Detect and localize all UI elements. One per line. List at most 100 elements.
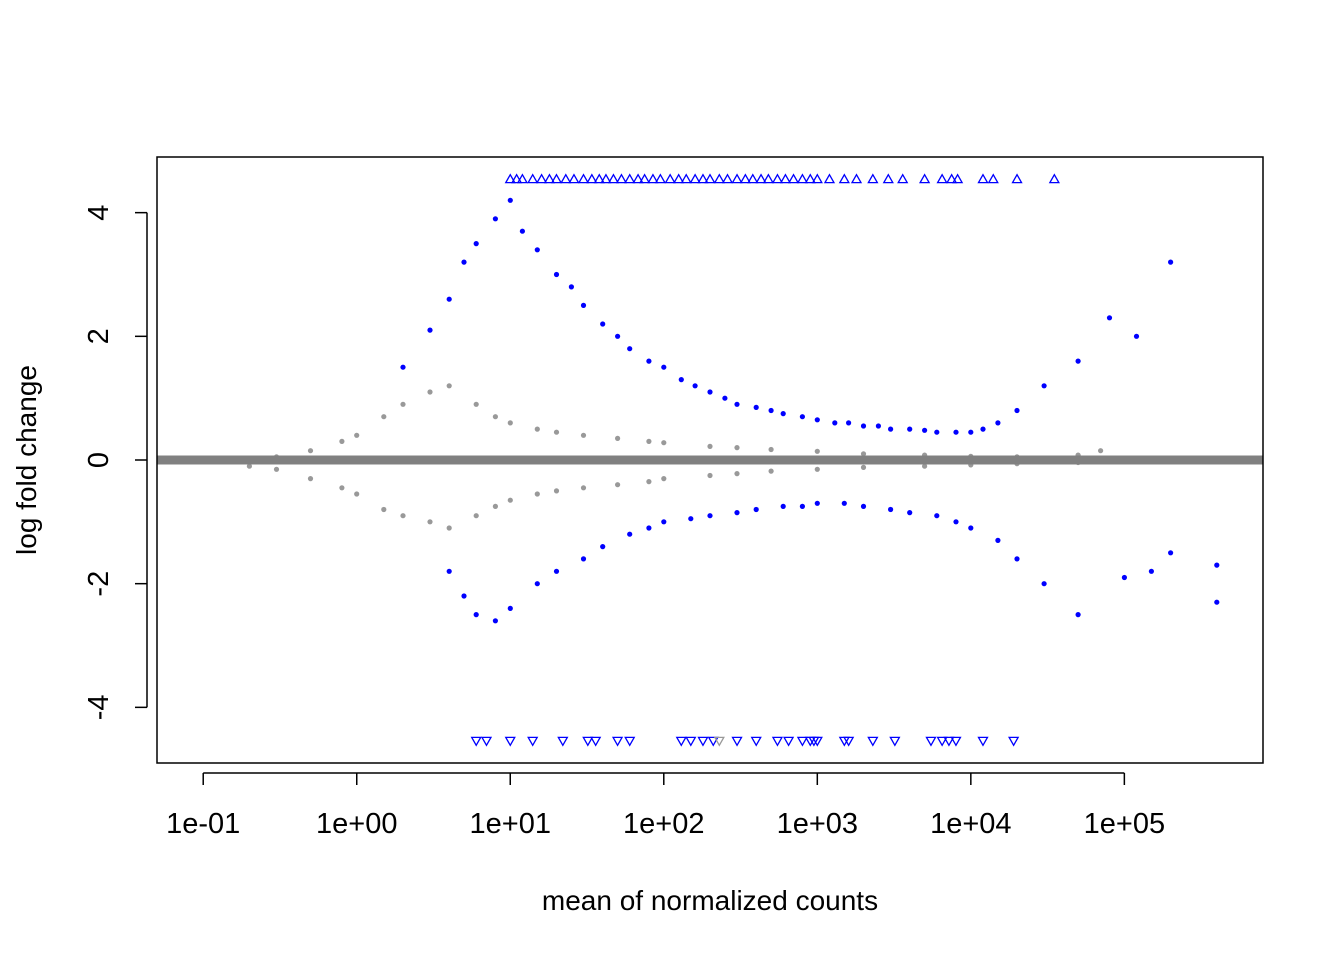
data-point-101 [814, 448, 820, 454]
data-point-115 [427, 519, 433, 525]
triangle-up-marker-0 [504, 173, 516, 184]
data-point-22 [753, 404, 759, 410]
y-tick-label: -2 [83, 571, 115, 597]
triangle-up-marker-16 [632, 173, 644, 184]
data-point-11 [580, 302, 587, 308]
data-point-10 [568, 284, 575, 290]
triangle-up-marker-19 [654, 173, 666, 184]
triangle-up-marker-38 [811, 173, 823, 184]
data-point-117 [473, 513, 479, 519]
x-tick-label: 1e+01 [470, 808, 551, 840]
data-point-21 [734, 401, 740, 407]
triangle-down-marker-70 [796, 736, 809, 747]
data-point-46 [446, 568, 452, 574]
data-point-94 [580, 432, 587, 438]
data-point-45 [1214, 562, 1220, 568]
data-point-124 [646, 479, 652, 485]
y-tick-label: 0 [83, 452, 115, 468]
data-point-91 [507, 420, 513, 426]
data-point-15 [646, 358, 652, 364]
y-tick-label: -4 [83, 694, 115, 720]
triangle-up-marker-24 [697, 173, 709, 184]
data-point-98 [707, 443, 713, 449]
data-point-128 [768, 468, 774, 474]
data-point-27 [832, 420, 838, 426]
data-point-68 [907, 509, 913, 516]
data-point-89 [473, 401, 479, 407]
triangle-up-marker-6 [550, 173, 563, 184]
triangle-down-marker-53 [470, 736, 482, 747]
data-point-97 [661, 440, 667, 446]
data-point-38 [995, 420, 1001, 426]
data-point-58 [688, 516, 694, 522]
triangle-up-marker-23 [689, 173, 701, 184]
data-point-90 [492, 414, 498, 420]
triangle-up-marker-35 [787, 173, 800, 184]
data-point-60 [734, 509, 740, 516]
data-point-113 [381, 506, 387, 513]
data-point-125 [661, 476, 667, 482]
data-point-65 [841, 500, 847, 506]
data-point-28 [846, 420, 852, 426]
data-point-20 [722, 395, 728, 401]
triangle-up-marker-22 [680, 173, 692, 184]
triangle-up-marker-14 [615, 173, 628, 184]
data-point-85 [381, 414, 387, 420]
triangle-down-marker-59 [590, 736, 602, 747]
triangle-down-marker-55 [504, 736, 516, 747]
data-point-82 [307, 448, 314, 454]
triangle-up-marker-30 [747, 173, 759, 184]
triangle-up-marker-36 [796, 173, 809, 184]
data-point-42 [1106, 315, 1113, 321]
triangle-up-marker-5 [543, 173, 556, 184]
x-tick-label: 1e+05 [1084, 808, 1165, 840]
triangle-down-marker-54 [480, 736, 493, 747]
triangle-up-marker-50 [987, 173, 999, 184]
data-point-55 [627, 531, 633, 537]
triangle-down-marker-61 [624, 736, 636, 747]
triangle-up-marker-44 [897, 173, 909, 184]
data-point-49 [492, 618, 498, 624]
data-point-37 [980, 426, 986, 432]
triangle-up-marker-29 [739, 173, 751, 184]
triangle-up-marker-18 [647, 173, 659, 184]
triangle-up-marker-33 [771, 173, 784, 184]
data-point-39 [1014, 407, 1020, 414]
triangle-up-marker-4 [535, 173, 548, 184]
data-point-48 [473, 612, 479, 618]
triangle-down-marker-64 [697, 736, 709, 747]
data-point-109 [273, 466, 280, 472]
data-point-110 [307, 476, 314, 482]
triangle-up-marker-9 [577, 173, 590, 184]
triangle-up-marker-52 [1048, 173, 1060, 184]
data-point-30 [875, 423, 882, 429]
y-axis: -4 -2 0 2 4 [83, 205, 148, 720]
triangle-up-marker-7 [560, 173, 572, 184]
data-point-25 [799, 414, 806, 420]
data-point-34 [934, 429, 940, 435]
data-point-84 [354, 432, 360, 438]
triangle-up-marker-47 [946, 173, 958, 184]
triangle-up-marker-51 [1011, 173, 1023, 184]
data-point-78 [1168, 550, 1174, 556]
data-point-43 [1133, 333, 1140, 339]
data-point-13 [615, 333, 621, 339]
data-point-75 [1075, 612, 1081, 618]
triangle-up-marker-17 [638, 173, 651, 184]
data-point-0 [400, 364, 406, 370]
data-point-121 [553, 488, 560, 494]
triangle-down-marker-73 [811, 736, 823, 747]
data-point-2 [446, 296, 452, 302]
triangle-up-marker-3 [527, 173, 539, 184]
data-point-64 [814, 500, 820, 506]
data-point-72 [995, 537, 1001, 544]
data-point-17 [678, 377, 684, 383]
triangle-up-marker-11 [593, 173, 605, 184]
data-point-102 [860, 451, 867, 457]
data-point-54 [600, 544, 606, 550]
triangle-up-marker-8 [568, 173, 580, 184]
triangle-up-marker-20 [664, 173, 676, 184]
triangle-up-marker-37 [804, 173, 816, 184]
x-tick-label: 1e+03 [777, 808, 858, 840]
